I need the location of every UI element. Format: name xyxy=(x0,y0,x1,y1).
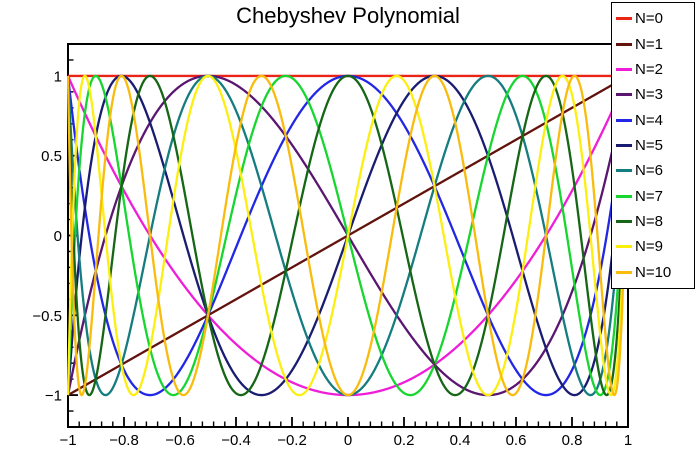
legend-item-label: N=10 xyxy=(635,263,672,281)
legend-item-label: N=0 xyxy=(635,10,663,28)
legend-swatch xyxy=(616,42,632,46)
legend-item-label: N=2 xyxy=(635,60,663,78)
legend-item: N=1 xyxy=(616,37,692,52)
legend-swatch xyxy=(616,270,632,274)
chart-title: Chebyshev Polynomial xyxy=(236,3,460,28)
legend-item-label: N=6 xyxy=(635,162,663,180)
legend-swatch xyxy=(616,67,632,71)
x-tick-label: 0.4 xyxy=(450,432,471,449)
legend-swatch xyxy=(616,194,632,198)
legend-swatch xyxy=(616,169,632,173)
legend-item: N=4 xyxy=(616,113,692,128)
curve-N=9 xyxy=(67,74,629,397)
legend-swatch xyxy=(616,93,632,97)
curve-N=10 xyxy=(67,74,629,397)
legend-item: N=8 xyxy=(616,214,692,229)
x-tick-label: 0.6 xyxy=(506,432,527,449)
legend-swatch xyxy=(616,118,632,122)
legend-item: N=3 xyxy=(616,87,692,102)
x-tick-label: −1 xyxy=(59,432,76,449)
x-tick-label: 0.2 xyxy=(394,432,415,449)
legend-item: N=0 xyxy=(616,11,692,26)
legend-swatch xyxy=(616,245,632,249)
x-tick-label: −0.2 xyxy=(277,432,307,449)
y-tick-label: −0.5 xyxy=(32,308,62,325)
y-tick-label: 1 xyxy=(54,68,62,85)
x-tick-label: −0.4 xyxy=(221,432,251,449)
y-tick-label: 0.5 xyxy=(41,148,62,165)
legend-item: N=10 xyxy=(616,265,692,280)
legend-item: N=9 xyxy=(616,239,692,254)
x-tick-label: 0 xyxy=(344,432,352,449)
legend-item-label: N=1 xyxy=(635,35,663,53)
legend-swatch xyxy=(616,143,632,147)
y-tick-label: 0 xyxy=(54,228,62,245)
legend: N=0 N=1 N=2 N=3 N=4 N=5 N=6 N=7 N=8 N=9 N=10 xyxy=(611,2,695,289)
curve-N=8 xyxy=(67,74,629,397)
x-tick-label: −0.6 xyxy=(165,432,195,449)
legend-swatch xyxy=(616,220,632,224)
legend-item-label: N=3 xyxy=(635,86,663,104)
legend-item-label: N=9 xyxy=(635,238,663,256)
x-tick-label: −0.8 xyxy=(109,432,139,449)
legend-swatch xyxy=(616,17,632,21)
legend-item-label: N=5 xyxy=(635,136,663,154)
x-tick-label: 1 xyxy=(624,432,632,449)
legend-item: N=7 xyxy=(616,189,692,204)
legend-item-label: N=8 xyxy=(635,213,663,231)
legend-item-label: N=7 xyxy=(635,187,663,205)
legend-item: N=2 xyxy=(616,62,692,77)
legend-item: N=5 xyxy=(616,138,692,153)
legend-item: N=6 xyxy=(616,163,692,178)
x-tick-label: 0.8 xyxy=(562,432,583,449)
legend-item-label: N=4 xyxy=(635,111,663,129)
y-tick-label: −1 xyxy=(45,388,62,405)
